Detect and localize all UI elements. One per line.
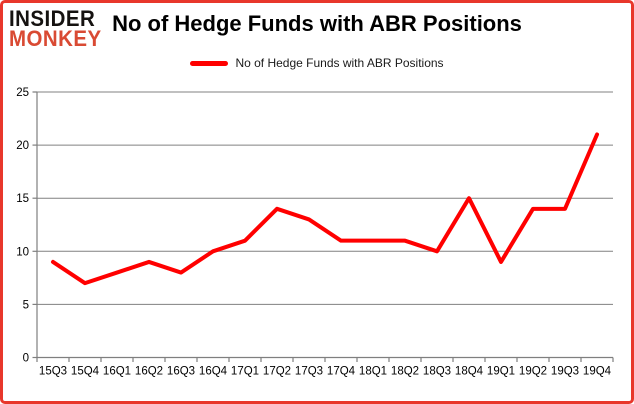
x-label-18Q1: 18Q1: [359, 366, 387, 378]
y-tick-label-15: 15: [16, 193, 29, 205]
x-label-16Q3: 16Q3: [167, 366, 195, 378]
y-tick-label-20: 20: [16, 140, 29, 152]
legend-line-swatch: [190, 60, 229, 66]
x-label-17Q3: 17Q3: [295, 366, 323, 378]
x-label-15Q4: 15Q4: [71, 366, 100, 378]
x-label-15Q3: 15Q3: [39, 366, 67, 378]
x-label-19Q1: 19Q1: [487, 366, 515, 378]
y-tick-label-25: 25: [16, 87, 29, 99]
legend-label: No of Hedge Funds with ABR Positions: [235, 56, 444, 70]
insider-monkey-logo: INSIDER MONKEY: [9, 6, 102, 52]
x-label-16Q2: 16Q2: [135, 366, 163, 378]
logo-line1: INSIDER: [9, 6, 96, 31]
x-label-17Q1: 17Q1: [231, 366, 259, 378]
x-label-18Q3: 18Q3: [423, 366, 451, 378]
y-tick-label-5: 5: [23, 299, 29, 311]
x-label-19Q2: 19Q2: [519, 366, 547, 378]
series-line: [51, 132, 599, 286]
x-label-17Q4: 17Q4: [327, 366, 356, 378]
logo-line2: MONKEY: [9, 26, 102, 52]
x-label-19Q3: 19Q3: [551, 366, 579, 378]
x-label-17Q2: 17Q2: [263, 366, 291, 378]
x-label-16Q4: 16Q4: [199, 366, 228, 378]
y-tick-label-0: 0: [23, 353, 29, 365]
x-label-18Q4: 18Q4: [455, 366, 484, 378]
x-label-19Q4: 19Q4: [583, 366, 612, 378]
x-label-18Q2: 18Q2: [391, 366, 419, 378]
legend: No of Hedge Funds with ABR Positions: [3, 56, 631, 70]
line-chart-plot: 0 5 10 15 20 25 15Q3 15Q4 16Q1 16Q2 16Q3 16Q4 17Q1 17…: [16, 87, 614, 378]
y-tick-label-10: 10: [16, 246, 29, 258]
x-label-16Q1: 16Q1: [103, 366, 131, 378]
